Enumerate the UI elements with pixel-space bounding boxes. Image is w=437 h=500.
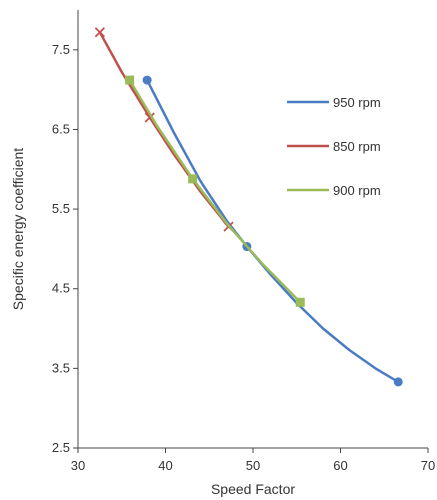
x-axis-label: Speed Factor xyxy=(211,481,295,497)
y-axis-label: Specific energy coefficient xyxy=(10,148,26,310)
y-tick-label: 2.5 xyxy=(52,440,70,455)
legend-label: 950 rpm xyxy=(333,95,381,110)
data-point xyxy=(125,75,135,85)
series-line-850-rpm xyxy=(98,31,230,228)
x-ticks: 30 40 50 60 70 xyxy=(71,448,435,473)
data-point xyxy=(142,75,152,85)
legend-label: 850 rpm xyxy=(333,139,381,154)
legend-item-850-rpm: 850 rpm xyxy=(287,139,381,154)
series-layer xyxy=(94,27,403,387)
y-tick-label: 5.5 xyxy=(52,201,70,216)
series-950-rpm xyxy=(142,75,403,387)
legend: 950 rpm 850 rpm 900 rpm xyxy=(287,95,381,198)
series-line-900-rpm xyxy=(128,78,302,304)
y-tick-label: 6.5 xyxy=(52,121,70,136)
data-point xyxy=(393,377,403,387)
y-tick-label: 3.5 xyxy=(52,360,70,375)
series-900-rpm xyxy=(125,75,305,307)
data-point xyxy=(188,174,198,184)
x-tick-label: 30 xyxy=(71,458,85,473)
x-tick-label: 40 xyxy=(158,458,172,473)
y-ticks: 2.5 3.5 4.5 5.5 6.5 7.5 xyxy=(52,42,78,455)
legend-item-900-rpm: 900 rpm xyxy=(287,183,381,198)
series-line-950-rpm xyxy=(145,78,400,384)
x-tick-label: 60 xyxy=(333,458,347,473)
y-tick-label: 7.5 xyxy=(52,42,70,57)
x-tick-label: 50 xyxy=(246,458,260,473)
legend-item-950-rpm: 950 rpm xyxy=(287,95,381,110)
data-point xyxy=(295,297,305,307)
x-tick-label: 70 xyxy=(421,458,435,473)
data-point xyxy=(94,27,106,38)
y-tick-label: 4.5 xyxy=(52,281,70,296)
legend-label: 900 rpm xyxy=(333,183,381,198)
